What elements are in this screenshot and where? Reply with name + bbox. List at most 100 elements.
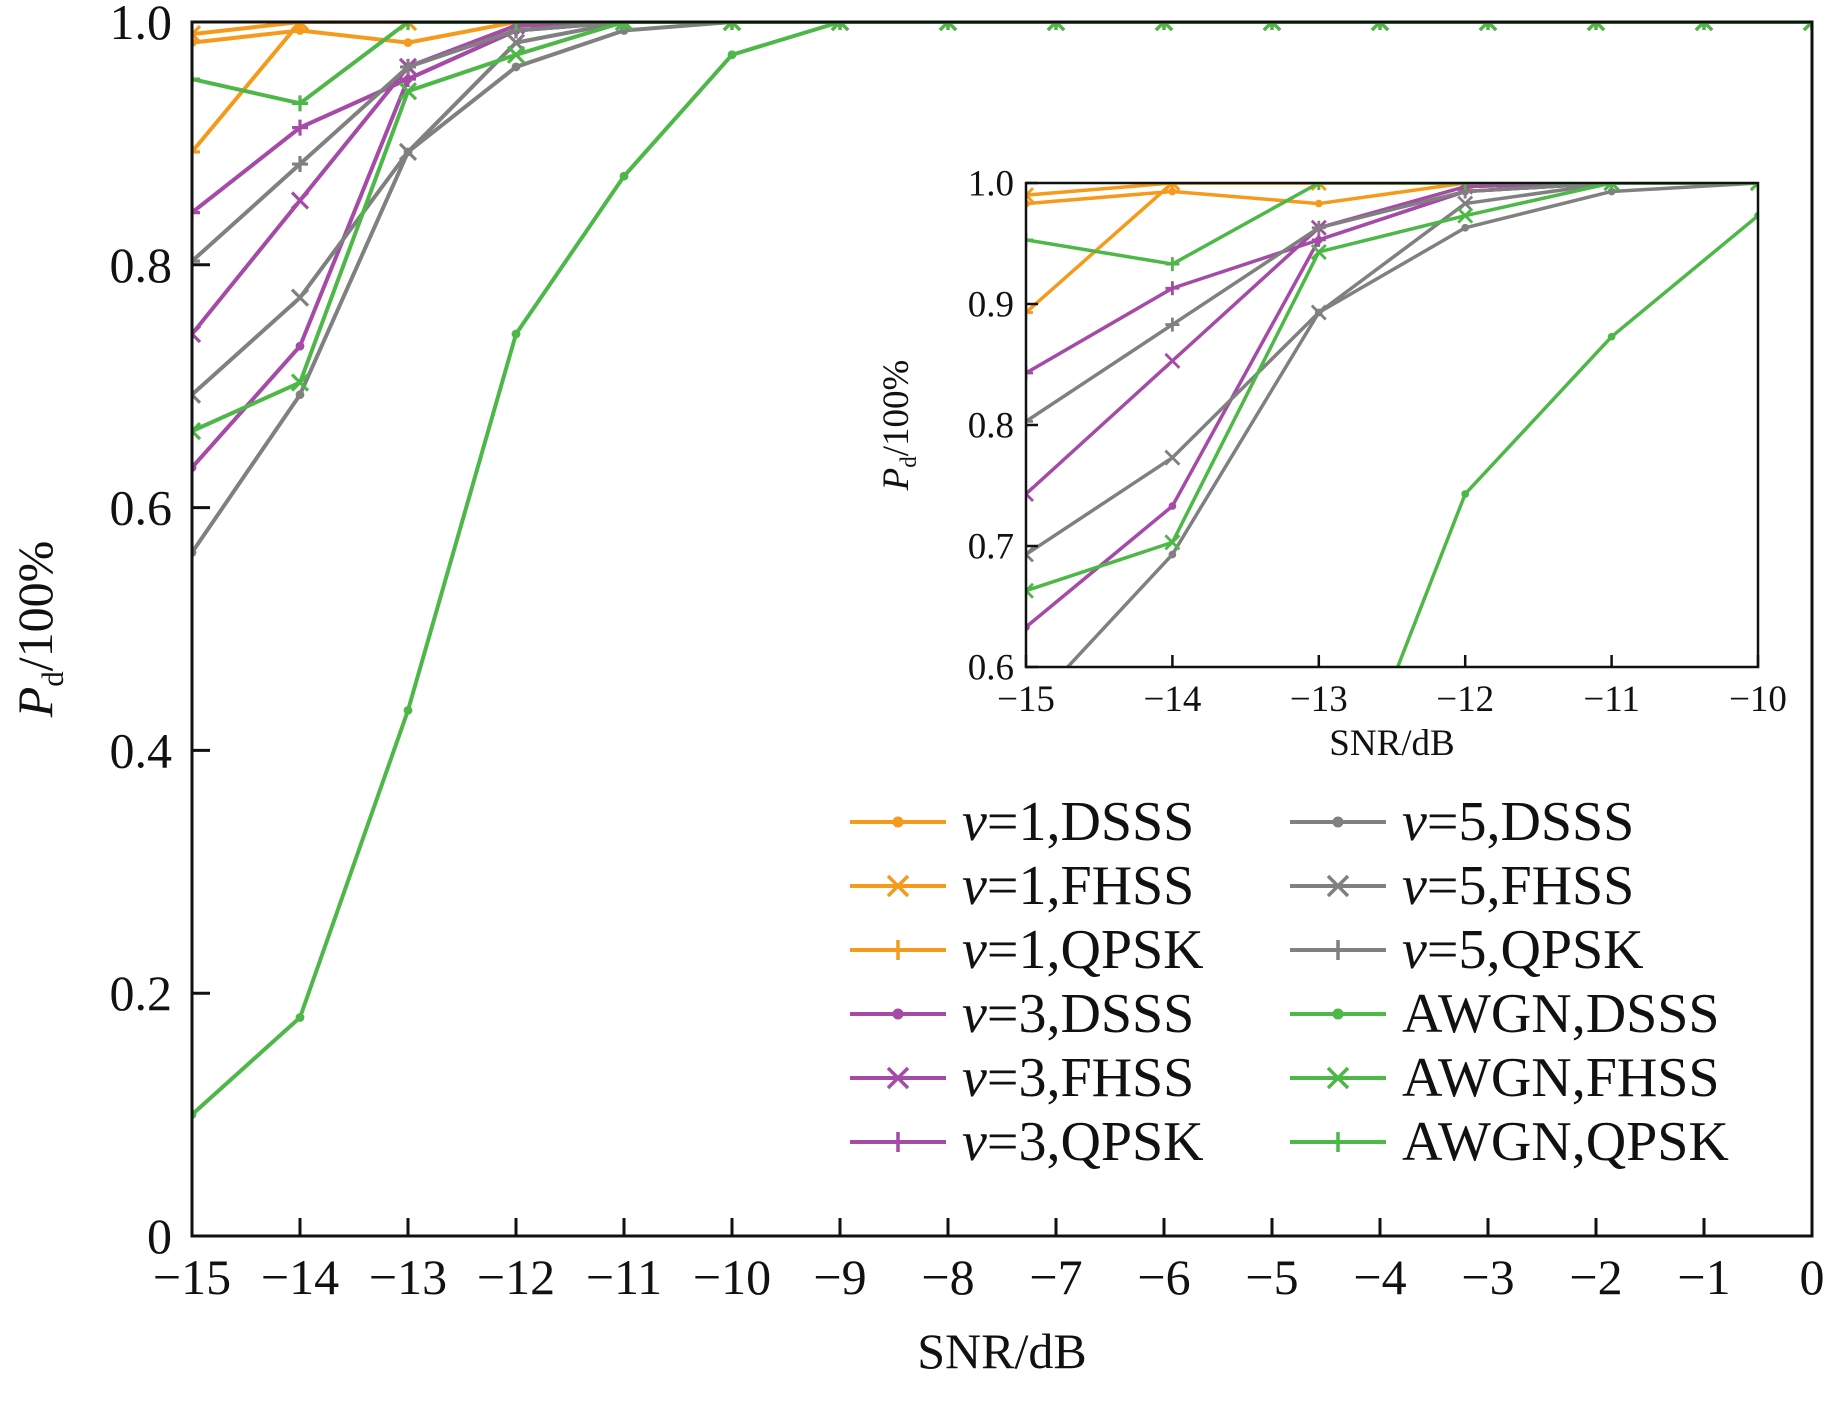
marker-plus bbox=[1264, 22, 1280, 30]
marker-dot bbox=[1607, 332, 1616, 341]
legend-label: v=3,QPSK bbox=[962, 1111, 1204, 1173]
marker-x bbox=[192, 421, 202, 441]
legend-label: AWGN,QPSK bbox=[1402, 1111, 1729, 1173]
marker-dot bbox=[295, 26, 305, 35]
marker-x bbox=[1026, 485, 1034, 502]
marker-dot bbox=[892, 816, 904, 828]
legend-label-var: v bbox=[962, 1111, 987, 1173]
series-line bbox=[1026, 183, 1758, 556]
legend-label-text: AWGN,QPSK bbox=[1402, 1111, 1729, 1173]
series-3 bbox=[192, 22, 1812, 160]
y-tick-label: 0.9 bbox=[968, 285, 1014, 326]
marker-x bbox=[1164, 352, 1181, 369]
marker-x bbox=[290, 191, 310, 210]
series-line bbox=[1026, 183, 1758, 593]
marker-dot bbox=[1314, 199, 1323, 208]
x-tick-label: −14 bbox=[261, 1249, 339, 1305]
marker-plus bbox=[1165, 183, 1180, 190]
marker-plus bbox=[1156, 22, 1172, 30]
series-line bbox=[192, 22, 1812, 554]
legend-label-text: =1,FHSS bbox=[987, 855, 1194, 917]
legend-label-var: v bbox=[962, 855, 987, 917]
marker-plus bbox=[940, 22, 956, 30]
x-tick-label: −14 bbox=[1143, 679, 1201, 720]
marker-x bbox=[1310, 243, 1327, 260]
marker-plus bbox=[1696, 22, 1712, 30]
x-tick-label: −11 bbox=[586, 1249, 662, 1305]
legend: v=1,DSSSv=1,FHSSv=1,QPSKv=3,DSSSv=3,FHSS… bbox=[850, 791, 1729, 1173]
marker-dot bbox=[1461, 490, 1470, 498]
legend-label: v=1,QPSK bbox=[962, 919, 1204, 981]
marker-x bbox=[722, 22, 742, 32]
marker-plus bbox=[1026, 414, 1033, 429]
marker-x bbox=[1164, 449, 1181, 466]
legend-item: v=3,FHSS bbox=[850, 1047, 1194, 1109]
marker-x bbox=[1586, 22, 1606, 32]
main-plot: −15 −14 −13 −12 −11 −10 −9 −8 −7 −6 −5 −4 −3 −2 −1 000.… bbox=[7, 0, 1825, 1379]
y-tick-label: 0.8 bbox=[110, 237, 173, 293]
marker-plus bbox=[1165, 317, 1180, 332]
series-layer bbox=[192, 22, 1812, 1119]
x-tick-label: 0 bbox=[1800, 1249, 1825, 1305]
marker-x bbox=[1457, 195, 1474, 212]
y-axis-title-rest: /100% bbox=[7, 541, 63, 672]
y-tick-label: 1.0 bbox=[968, 164, 1014, 205]
plot-frame bbox=[190, 20, 1814, 1238]
marker-x bbox=[886, 874, 910, 898]
y-axis-title-sub: d bbox=[896, 456, 921, 468]
legend-item: AWGN,DSSS bbox=[1290, 983, 1720, 1045]
y-tick-label: 0.4 bbox=[110, 722, 173, 778]
y-axis-title-rest: /100% bbox=[876, 360, 917, 457]
marker-x bbox=[290, 288, 310, 307]
legend-label: v=1,FHSS bbox=[962, 855, 1194, 917]
marker-plus bbox=[1026, 305, 1033, 320]
marker-plus bbox=[1588, 22, 1604, 30]
x-axis-title: SNR/dB bbox=[1329, 723, 1454, 764]
marker-x bbox=[1478, 22, 1498, 32]
y-tick-label: 0.6 bbox=[110, 480, 173, 536]
legend-item: AWGN,FHSS bbox=[1290, 1047, 1720, 1109]
series-line bbox=[1026, 183, 1758, 266]
marker-x bbox=[1310, 304, 1327, 321]
series-11 bbox=[192, 22, 1812, 441]
marker-plus bbox=[1026, 365, 1033, 380]
x-tick-label: −1 bbox=[1677, 1249, 1730, 1305]
series-line bbox=[1026, 183, 1758, 314]
series-line bbox=[192, 22, 1812, 336]
marker-x bbox=[192, 385, 202, 404]
marker-plus bbox=[1328, 1132, 1348, 1152]
series-line bbox=[1026, 183, 1758, 197]
x-tick-label: −11 bbox=[1583, 679, 1640, 720]
marker-plus bbox=[724, 22, 740, 30]
marker-dot bbox=[1461, 223, 1470, 232]
series-line bbox=[192, 22, 1812, 397]
x-tick-label: −15 bbox=[153, 1249, 231, 1305]
marker-dot bbox=[1168, 502, 1177, 510]
series-line bbox=[192, 22, 1812, 263]
x-tick-label: −13 bbox=[1290, 679, 1348, 720]
marker-dot bbox=[892, 1008, 904, 1020]
legend-label: AWGN,FHSS bbox=[1402, 1047, 1720, 1109]
marker-x bbox=[1262, 22, 1282, 32]
series-line bbox=[1026, 183, 1758, 206]
y-axis-title: Pd/100% bbox=[876, 360, 921, 492]
series-line bbox=[1026, 183, 1758, 496]
marker-plus bbox=[832, 22, 848, 30]
legend-item: v=3,QPSK bbox=[850, 1111, 1204, 1173]
marker-dot bbox=[295, 1013, 305, 1022]
series-line bbox=[192, 22, 1812, 1117]
marker-x bbox=[1370, 22, 1390, 32]
x-tick-label: −6 bbox=[1137, 1249, 1190, 1305]
legend-label-var: v bbox=[962, 791, 987, 853]
legend-item: v=1,QPSK bbox=[850, 919, 1204, 981]
marker-plus bbox=[1372, 22, 1388, 30]
legend-label-text: =5,FHSS bbox=[1427, 855, 1634, 917]
marker-dot bbox=[295, 341, 305, 351]
x-axis-title: SNR/dB bbox=[917, 1323, 1087, 1379]
marker-plus bbox=[1311, 232, 1326, 247]
legend-label-text: =1,QPSK bbox=[987, 919, 1204, 981]
marker-plus bbox=[292, 22, 308, 30]
legend-label-text: =5,QPSK bbox=[1427, 919, 1644, 981]
marker-x bbox=[614, 22, 634, 32]
